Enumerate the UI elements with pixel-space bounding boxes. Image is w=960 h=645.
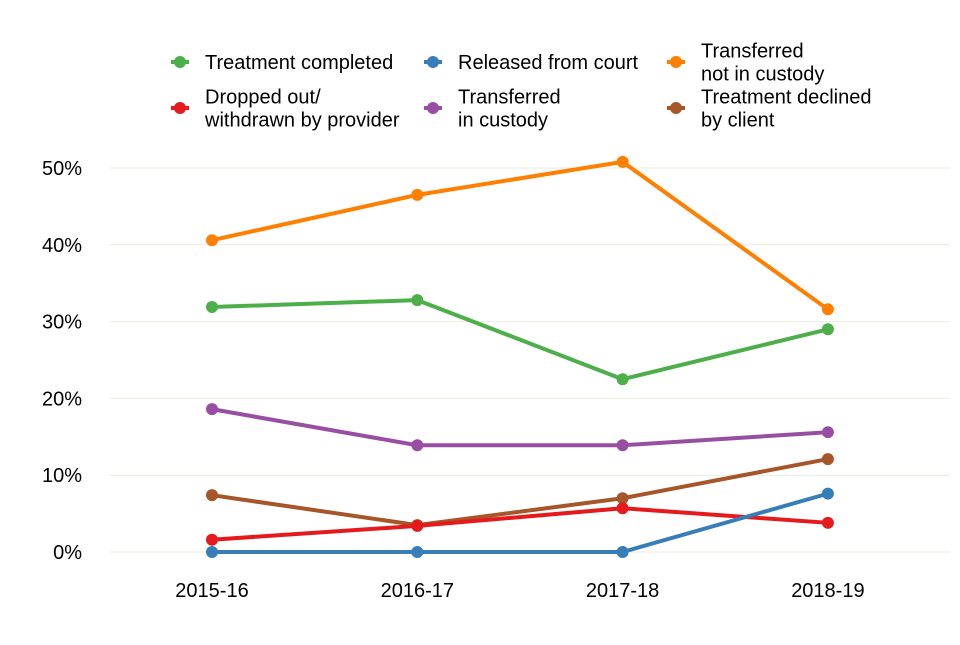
x-tick-label: 2015-16 xyxy=(175,580,248,602)
legend-item: Released from court xyxy=(424,52,639,74)
series-line xyxy=(212,491,829,554)
data-point xyxy=(206,533,218,546)
series-line xyxy=(211,159,830,311)
data-point xyxy=(616,492,629,505)
data-point xyxy=(616,155,629,168)
series-1 xyxy=(206,487,834,558)
data-point xyxy=(616,546,629,558)
data-point xyxy=(411,294,424,307)
series-lines xyxy=(206,155,834,558)
y-tick-label: 30% xyxy=(42,312,82,334)
legend-item: Transferred in custody xyxy=(424,87,561,132)
data-point xyxy=(821,303,834,316)
data-point xyxy=(411,519,424,532)
data-point xyxy=(206,403,218,416)
legend-key-point xyxy=(670,56,682,68)
x-tick-label: 2018-19 xyxy=(791,580,864,602)
data-point xyxy=(616,373,629,386)
data-point xyxy=(411,546,424,558)
data-point xyxy=(616,439,629,452)
legend-key-point xyxy=(174,56,186,68)
series-3 xyxy=(206,502,834,546)
legend-key-point xyxy=(174,102,186,114)
data-point xyxy=(821,487,834,500)
data-point xyxy=(206,301,218,314)
series-2 xyxy=(206,155,834,316)
series-0 xyxy=(206,294,834,386)
series-4 xyxy=(206,403,834,452)
y-tick-label: 40% xyxy=(42,235,82,257)
y-tick-label: 20% xyxy=(42,388,82,410)
legend-label: Dropped out/withdrawn by provider xyxy=(204,87,400,132)
series-line xyxy=(211,407,829,448)
series-line xyxy=(211,298,829,382)
legend-key-point xyxy=(427,102,439,114)
legend-label: Transferred in custody xyxy=(458,87,561,132)
legend: Treatment completed Released from court Tr… xyxy=(171,41,871,132)
y-tick-label: 0% xyxy=(53,542,82,564)
data-point xyxy=(821,426,834,439)
data-point xyxy=(821,323,834,336)
data-point xyxy=(206,234,218,247)
data-point xyxy=(411,188,424,201)
legend-label: Treatment completed xyxy=(205,52,393,74)
legend-key-point xyxy=(670,102,682,114)
y-tick-label: 50% xyxy=(42,158,82,180)
data-point xyxy=(206,546,218,558)
legend-key-point xyxy=(427,56,439,68)
legend-item: Dropped out/withdrawn by provider xyxy=(171,87,400,132)
x-axis: 2015-16 2016-17 2017-18 2018-19 xyxy=(175,580,864,602)
gridlines xyxy=(110,167,950,553)
x-tick-label: 2016-17 xyxy=(381,580,454,602)
data-point xyxy=(616,502,629,515)
legend-label: Released from court xyxy=(458,52,639,74)
legend-label: Treatment declined by client xyxy=(701,87,871,132)
legend-item: Transferred not in custody xyxy=(667,41,824,86)
legend-item: Treatment declined by client xyxy=(667,87,871,132)
data-point xyxy=(411,439,424,452)
series-line xyxy=(211,506,829,542)
x-tick-label: 2017-18 xyxy=(586,580,659,602)
data-point xyxy=(206,489,218,502)
series-line xyxy=(211,457,829,528)
data-point xyxy=(821,516,834,529)
legend-item: Treatment completed xyxy=(171,52,393,74)
legend-label: Transferred not in custody xyxy=(701,41,824,86)
y-axis: 0% 10% 20% 30% 40% 50% xyxy=(42,158,82,564)
y-tick-label: 10% xyxy=(42,465,82,487)
data-point xyxy=(821,453,834,466)
